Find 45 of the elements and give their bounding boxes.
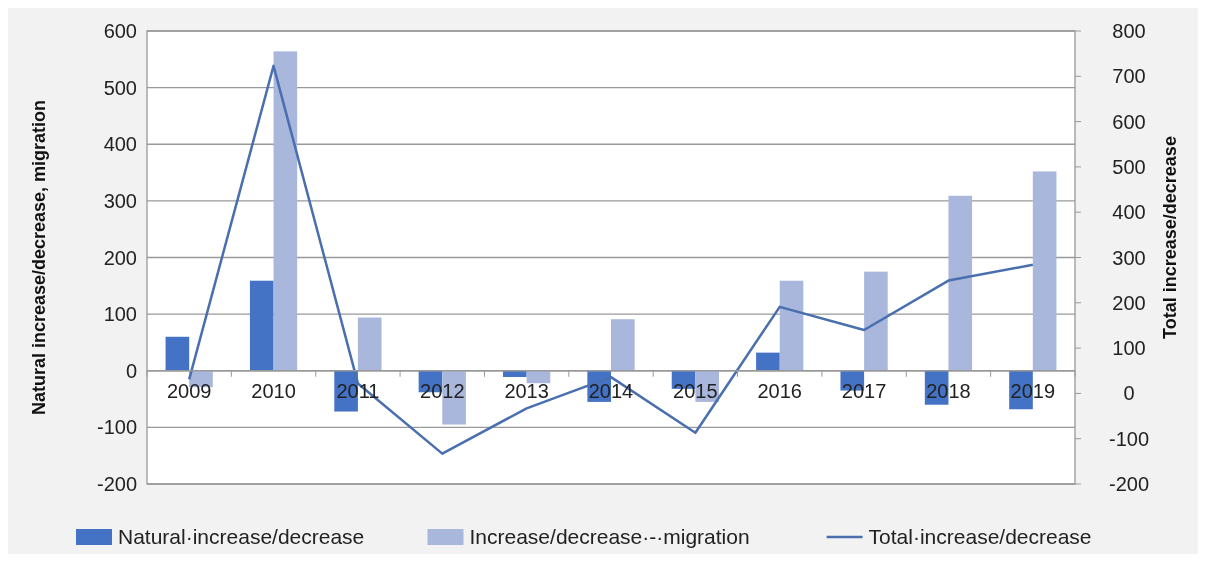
legend-label: Total·increase/decrease — [868, 525, 1092, 548]
bar — [273, 51, 298, 371]
legend-label: Natural·increase/decrease — [118, 525, 365, 548]
y2-tick-label: 400 — [1112, 201, 1146, 224]
y2-tick-label: -100 — [1108, 427, 1150, 450]
y-tick-label: 100 — [103, 303, 137, 326]
y2-axis-title: Total increase/decrease — [1160, 136, 1180, 339]
y-tick-label: -100 — [96, 416, 137, 439]
y2-tick-label: 200 — [1112, 291, 1146, 314]
bar — [526, 370, 551, 384]
y2-tick-label: 100 — [1112, 337, 1146, 360]
bar — [948, 195, 973, 371]
y-tick-label: -200 — [96, 473, 137, 495]
bar — [611, 319, 635, 371]
y-tick-label: 300 — [103, 189, 137, 212]
bar — [864, 271, 888, 371]
y-tick-label: 400 — [103, 133, 137, 156]
y2-tick-label: 0 — [1123, 382, 1135, 405]
bar — [165, 336, 190, 371]
y2-tick-label: 300 — [1112, 246, 1146, 269]
x-tick-label: 2009 — [166, 379, 212, 402]
bar — [1032, 171, 1057, 371]
bar — [756, 352, 780, 371]
y2-tick-label: 600 — [1112, 110, 1146, 133]
bar — [779, 280, 804, 371]
bar — [503, 370, 527, 377]
y2-tick-label: 700 — [1112, 65, 1146, 88]
y2-tick-label: -200 — [1108, 473, 1150, 495]
y-tick-label: 600 — [103, 20, 137, 42]
y-axis-title: Natural increase/decrease, migration — [29, 99, 49, 416]
bar — [249, 280, 274, 371]
x-tick-label: 2013 — [504, 379, 549, 402]
x-tick-label: 2010 — [251, 379, 296, 402]
x-tick-label: 2015 — [673, 379, 718, 402]
y2-tick-label: 800 — [1112, 20, 1146, 42]
x-tick-label: 2012 — [420, 379, 465, 402]
x-tick-label: 2016 — [757, 379, 802, 402]
bar — [357, 317, 382, 371]
x-tick-label: 2017 — [841, 379, 887, 402]
y-tick-label: 500 — [103, 76, 137, 99]
legend-label: Increase/decrease·-·migration — [469, 525, 750, 548]
y-tick-label: 0 — [125, 359, 137, 382]
x-tick-label: 2018 — [926, 379, 971, 402]
y2-tick-label: 500 — [1112, 155, 1146, 178]
y-tick-label: 200 — [103, 246, 137, 269]
